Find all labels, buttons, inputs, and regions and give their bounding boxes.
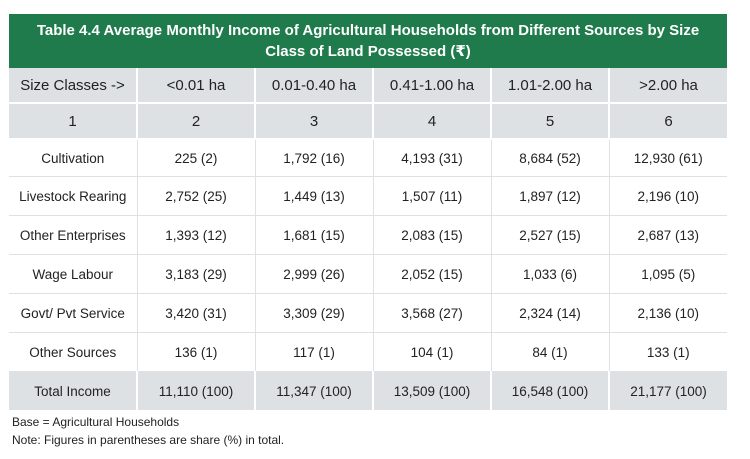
header-cell: Size Classes -> <box>9 68 138 104</box>
header-cell: <0.01 ha <box>137 68 256 104</box>
table-cell: 12,930 (61) <box>609 139 727 177</box>
row-label: Cultivation <box>9 139 138 177</box>
income-table: Size Classes -> <0.01 ha 0.01-0.40 ha 0.… <box>9 68 727 412</box>
table-cell: 2,324 (14) <box>491 293 610 333</box>
table-row: Cultivation 225 (2) 1,792 (16) 4,193 (31… <box>9 139 727 177</box>
table-row: Livestock Rearing 2,752 (25) 1,449 (13) … <box>9 176 727 216</box>
header-cell: 0.41-1.00 ha <box>373 68 492 104</box>
row-label: Total Income <box>9 371 138 412</box>
table-cell: 2,083 (15) <box>373 215 492 255</box>
table-cell: 1,681 (15) <box>255 215 374 255</box>
table-cell: 2,999 (26) <box>255 254 374 294</box>
table-cell: 136 (1) <box>137 332 256 372</box>
row-label: Other Enterprises <box>9 215 138 255</box>
column-number-cell: 3 <box>255 103 374 140</box>
table-cell: 2,052 (15) <box>373 254 492 294</box>
column-number-cell: 5 <box>491 103 610 140</box>
table-cell: 2,527 (15) <box>491 215 610 255</box>
table-cell: 3,309 (29) <box>255 293 374 333</box>
column-number-row: 1 2 3 4 5 6 <box>9 103 727 140</box>
table-cell: 225 (2) <box>137 139 256 177</box>
column-number-cell: 6 <box>609 103 727 140</box>
table-cell: 2,196 (10) <box>609 176 727 216</box>
table-cell: 133 (1) <box>609 332 727 372</box>
header-row: Size Classes -> <0.01 ha 0.01-0.40 ha 0.… <box>9 68 727 104</box>
total-cell: 11,347 (100) <box>255 371 374 412</box>
table-row: Govt/ Pvt Service 3,420 (31) 3,309 (29) … <box>9 293 727 333</box>
total-row: Total Income 11,110 (100) 11,347 (100) 1… <box>9 371 727 412</box>
row-label: Wage Labour <box>9 254 138 294</box>
header-cell: 1.01-2.00 ha <box>491 68 610 104</box>
table-cell: 4,193 (31) <box>373 139 492 177</box>
table-cell: 3,183 (29) <box>137 254 256 294</box>
table-cell: 2,752 (25) <box>137 176 256 216</box>
table-row: Other Sources 136 (1) 117 (1) 104 (1) 84… <box>9 332 727 372</box>
table-cell: 1,449 (13) <box>255 176 374 216</box>
row-label: Govt/ Pvt Service <box>9 293 138 333</box>
table-cell: 84 (1) <box>491 332 610 372</box>
header-cell: >2.00 ha <box>609 68 727 104</box>
table-cell: 3,568 (27) <box>373 293 492 333</box>
table-cell: 1,792 (16) <box>255 139 374 177</box>
total-cell: 21,177 (100) <box>609 371 727 412</box>
table-cell: 2,136 (10) <box>609 293 727 333</box>
table-cell: 104 (1) <box>373 332 492 372</box>
table-cell: 1,033 (6) <box>491 254 610 294</box>
table-cell: 1,507 (11) <box>373 176 492 216</box>
table-cell: 1,393 (12) <box>137 215 256 255</box>
total-cell: 13,509 (100) <box>373 371 492 412</box>
table-row: Wage Labour 3,183 (29) 2,999 (26) 2,052 … <box>9 254 727 294</box>
table-cell: 3,420 (31) <box>137 293 256 333</box>
column-number-cell: 4 <box>373 103 492 140</box>
table-cell: 2,687 (13) <box>609 215 727 255</box>
table-cell: 8,684 (52) <box>491 139 610 177</box>
table-row: Other Enterprises 1,393 (12) 1,681 (15) … <box>9 215 727 255</box>
column-number-cell: 2 <box>137 103 256 140</box>
table-cell: 117 (1) <box>255 332 374 372</box>
base-footnote: Base = Agricultural Households <box>12 415 180 429</box>
row-label: Other Sources <box>9 332 138 372</box>
table-cell: 1,095 (5) <box>609 254 727 294</box>
row-label: Livestock Rearing <box>9 176 138 216</box>
column-number-cell: 1 <box>9 103 138 140</box>
total-cell: 11,110 (100) <box>137 371 256 412</box>
table-title: Table 4.4 Average Monthly Income of Agri… <box>9 14 727 68</box>
total-cell: 16,548 (100) <box>491 371 610 412</box>
table-cell: 1,897 (12) <box>491 176 610 216</box>
header-cell: 0.01-0.40 ha <box>255 68 374 104</box>
note-footnote: Note: Figures in parentheses are share (… <box>12 433 285 447</box>
